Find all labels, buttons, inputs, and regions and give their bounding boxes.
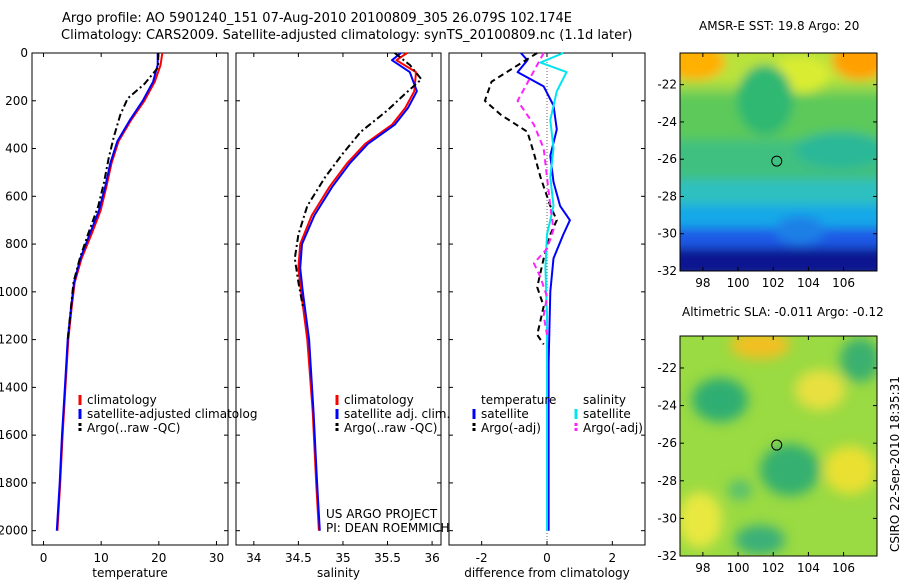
map-lat-tick-label: -22 — [657, 361, 677, 375]
legend-label: Argo(-adj) — [583, 421, 643, 435]
x-tick-label: -2 — [476, 551, 488, 565]
map-lat-tick-label: -22 — [657, 78, 677, 92]
chart-title-line1: Argo profile: AO 5901240_151 07-Aug-2010… — [62, 11, 572, 26]
y-tick-label: 1200 — [0, 333, 28, 347]
series-line-2-2 — [539, 52, 568, 531]
y-tick-label: 1000 — [0, 285, 28, 299]
series-line-0-2 — [66, 53, 160, 340]
map-lat-tick-label: -24 — [657, 115, 677, 129]
panel-frame-1 — [235, 52, 442, 546]
map-lon-tick-label: 98 — [695, 561, 710, 575]
y-tick-label: 1800 — [0, 476, 28, 490]
x-tick-label: 35.5 — [374, 551, 401, 565]
x-tick-label: 10 — [94, 551, 109, 565]
x-tick-label: 0 — [40, 551, 48, 565]
legend-label: satellite adj. clim. — [344, 407, 450, 421]
sla-map — [679, 335, 878, 557]
map-lat-tick-label: -32 — [657, 264, 677, 278]
y-tick-label: 1600 — [0, 428, 28, 442]
annotation-text: PI: DEAN ROEMMICH — [326, 521, 449, 535]
x-tick-label: 34 — [246, 551, 261, 565]
x-tick-label: 30 — [209, 551, 224, 565]
map-lon-tick-label: 104 — [797, 561, 820, 575]
y-tick-label: 0 — [20, 46, 28, 60]
map-lon-tick-label: 98 — [695, 276, 710, 290]
legend-label: satellite — [583, 407, 631, 421]
sla-map-title: Altimetric SLA: -0.011 Argo: -0.12 — [682, 305, 884, 319]
series-line-1-2 — [293, 52, 423, 307]
profile-location-marker — [771, 155, 783, 167]
legend-label: satellite — [481, 407, 529, 421]
series-line-0-1 — [55, 53, 159, 531]
legend-label: temperature — [481, 393, 556, 407]
y-tick-label: 2000 — [0, 524, 28, 538]
legend-label: Argo(..raw -QC) — [87, 421, 180, 435]
sst-map-title: AMSR-E SST: 19.8 Argo: 20 — [699, 19, 860, 33]
y-tick-label: 1400 — [0, 380, 28, 394]
series-line-2-3 — [516, 52, 555, 335]
map-lat-tick-label: -32 — [657, 549, 677, 563]
y-tick-label: 800 — [5, 237, 28, 251]
map-lon-tick-label: 102 — [762, 276, 785, 290]
map-lat-tick-label: -28 — [657, 189, 677, 203]
side-timestamp: CSIRO 22-Sep-2010 18:35:31 — [888, 376, 900, 552]
panel-frame-0 — [31, 52, 229, 546]
map-lon-tick-label: 106 — [832, 276, 855, 290]
annotation-text: US ARGO PROJECT — [326, 507, 438, 521]
map-lon-tick-label: 104 — [797, 276, 820, 290]
map-lon-tick-label: 100 — [727, 561, 750, 575]
y-tick-label: 400 — [5, 142, 28, 156]
x-axis-label: salinity — [317, 566, 360, 580]
legend-label: satellite-adjusted climatolog — [87, 407, 257, 421]
legend-label: salinity — [583, 393, 626, 407]
y-tick-label: 200 — [5, 94, 28, 108]
chart-title-line2: Climatology: CARS2009. Satellite-adjuste… — [61, 28, 633, 43]
legend-label: climatology — [344, 393, 414, 407]
map-lat-tick-label: -30 — [657, 227, 677, 241]
x-tick-label: 36 — [424, 551, 439, 565]
map-lat-tick-label: -26 — [657, 436, 677, 450]
legend-label: climatology — [87, 393, 157, 407]
map-lon-tick-label: 106 — [832, 561, 855, 575]
series-line-1-1 — [299, 52, 418, 531]
map-lat-tick-label: -26 — [657, 152, 677, 166]
legend-label: Argo(..raw -QC) — [344, 421, 437, 435]
x-tick-label: 2 — [609, 551, 617, 565]
x-axis-label: difference from climatology — [464, 566, 630, 580]
map-lat-tick-label: -28 — [657, 474, 677, 488]
profile-location-marker — [771, 439, 783, 451]
x-tick-label: 0 — [543, 551, 551, 565]
x-tick-label: 20 — [151, 551, 166, 565]
map-lon-tick-label: 100 — [727, 276, 750, 290]
series-line-2-0 — [516, 52, 571, 531]
series-line-2-1 — [483, 52, 558, 345]
x-axis-label: temperature — [92, 566, 167, 580]
legend-label: Argo(-adj) — [481, 421, 541, 435]
x-tick-label: 34.5 — [285, 551, 312, 565]
map-lat-tick-label: -30 — [657, 511, 677, 525]
sst-map — [679, 52, 878, 272]
x-tick-label: 35 — [335, 551, 350, 565]
map-lat-tick-label: -24 — [657, 399, 677, 413]
y-tick-label: 600 — [5, 189, 28, 203]
map-lon-tick-label: 102 — [762, 561, 785, 575]
